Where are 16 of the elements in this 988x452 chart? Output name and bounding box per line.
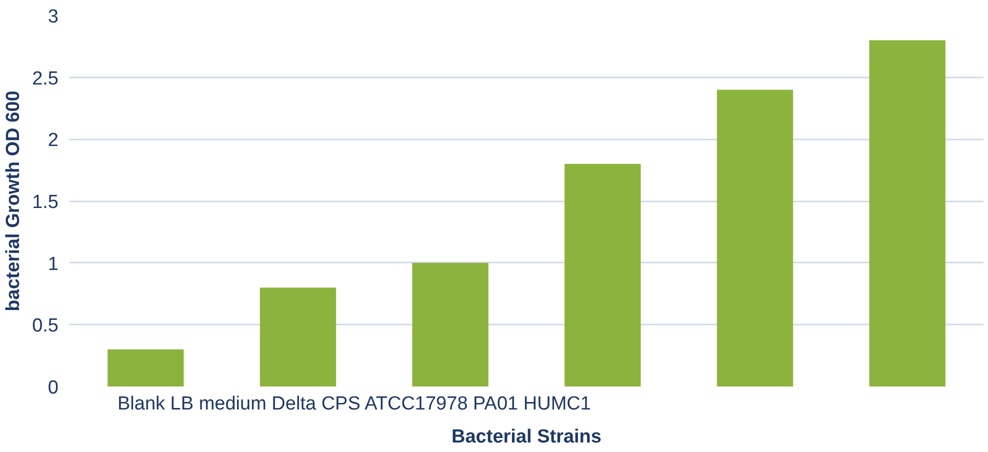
y-tick-label: 2.5	[32, 68, 59, 90]
bar	[108, 349, 184, 386]
y-tick-label: 1.5	[32, 192, 59, 213]
y-tick-label: 3	[48, 6, 59, 28]
bar	[412, 262, 488, 386]
x-axis-title: Bacterial Strains	[452, 426, 602, 448]
y-tick-label: 0.5	[32, 316, 59, 337]
bar	[716, 90, 794, 386]
text: Blank LB medium Delta CPS ATCC17978 PA01 HUMC1	[118, 394, 591, 414]
bar	[564, 164, 641, 386]
y-tick-label: 1	[48, 254, 59, 275]
y-tick-label: 0	[48, 378, 59, 398]
bar	[869, 40, 946, 386]
y-axis-title: bacterial Growth OD 600	[3, 90, 24, 312]
bar	[260, 288, 336, 386]
y-tick-label: 2	[48, 130, 59, 152]
